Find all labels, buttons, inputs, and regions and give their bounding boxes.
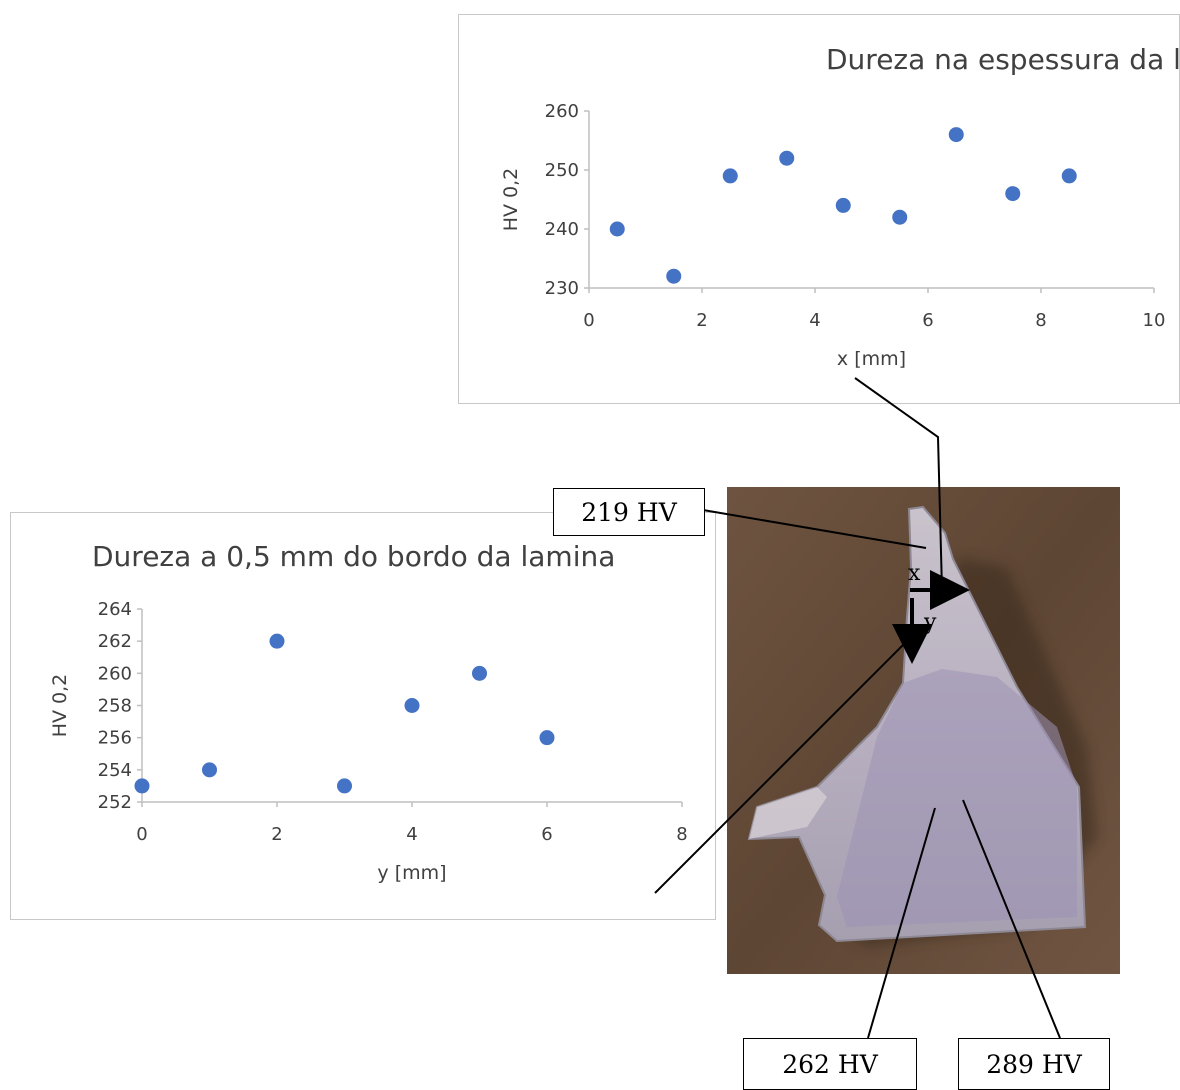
data-point (835, 197, 851, 213)
y-tick-label: 250 (545, 160, 579, 181)
x-tick-label: 4 (809, 310, 820, 331)
x-tick-label: 10 (1143, 310, 1166, 331)
leader-262 (867, 807, 936, 1039)
data-point (202, 762, 217, 778)
y-tick-label: 260 (98, 663, 132, 684)
y-tick-label: 252 (98, 792, 132, 813)
hardness-label-262: 262 HV (743, 1038, 917, 1090)
x-axis-label: x [mm] (837, 348, 906, 370)
x-tick-label: 0 (136, 824, 147, 845)
y-tick-label: 230 (545, 278, 579, 299)
x-tick-label: 2 (271, 824, 282, 845)
chart-thickness-hardness: Dureza na espessura da lamina23024025026… (500, 43, 1179, 370)
specimen-photo-image (727, 487, 1120, 974)
leader-219 (702, 509, 927, 549)
chart-title: Dureza a 0,5 mm do bordo da lamina (92, 540, 615, 573)
chart-panel-thickness: Dureza na espessura da lamina23024025026… (458, 14, 1180, 404)
data-point (269, 633, 285, 649)
data-point (1005, 186, 1021, 202)
data-point (337, 778, 352, 794)
data-point (609, 221, 625, 237)
leader-edge-chart (654, 639, 909, 894)
x-tick-label: 2 (696, 310, 707, 331)
hardness-label-289-text: 289 HV (986, 1049, 1082, 1079)
specimen-photo (727, 487, 1120, 974)
y-tick-label: 258 (98, 696, 132, 717)
y-tick-label: 262 (98, 631, 132, 652)
y-tick-label: 256 (98, 728, 132, 749)
chart-panel-edge: Dureza a 0,5 mm do bordo da lamina 252 254… (10, 512, 716, 920)
y-tick-label: 240 (545, 219, 579, 240)
y-axis-label: HV 0,2 (49, 674, 71, 738)
x-axis-label: y [mm] (377, 862, 446, 884)
x-tick-label: 8 (1035, 310, 1046, 331)
data-point (666, 268, 682, 284)
hardness-label-219-text: 219 HV (581, 497, 677, 527)
data-point (404, 698, 420, 713)
leader-thickness-chart (854, 377, 943, 591)
data-point (1061, 168, 1077, 184)
data-point (539, 730, 555, 746)
y-axis-label: HV 0,2 (500, 168, 522, 232)
x-tick-label: 6 (922, 310, 933, 331)
hardness-label-289: 289 HV (958, 1038, 1110, 1090)
x-tick-label: 8 (676, 824, 687, 845)
photo-axis-x-label: x (908, 561, 921, 586)
y-tick-label: 260 (545, 101, 579, 122)
data-point (892, 209, 908, 225)
data-point (779, 150, 795, 166)
data-point (722, 168, 738, 184)
data-point (134, 778, 150, 794)
data-point (472, 665, 487, 681)
y-tick-label: 264 (98, 599, 132, 620)
photo-axis-y-label: y (924, 610, 937, 635)
x-tick-label: 6 (541, 824, 552, 845)
x-tick-label: 4 (406, 824, 417, 845)
leader-289 (962, 799, 1061, 1039)
y-tick-label: 254 (98, 760, 132, 781)
hardness-label-262-text: 262 HV (782, 1049, 878, 1079)
x-tick-label: 0 (583, 310, 594, 331)
hardness-label-219: 219 HV (553, 488, 705, 536)
data-point (948, 127, 964, 143)
chart-title: Dureza na espessura da lamina (826, 43, 1179, 76)
chart-edge-hardness: Dureza a 0,5 mm do bordo da lamina 252 254… (49, 540, 688, 884)
